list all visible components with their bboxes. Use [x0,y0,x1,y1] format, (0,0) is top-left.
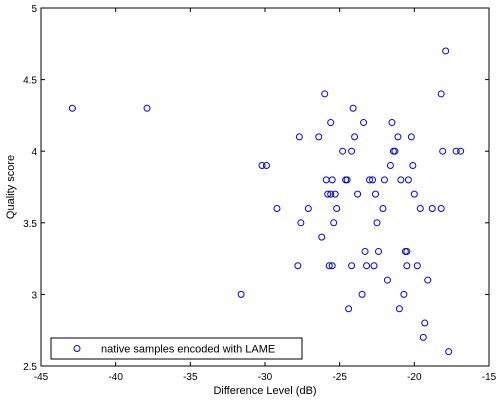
data-point [258,162,266,170]
data-point [373,219,381,227]
data-point [379,204,387,212]
data-point [437,204,445,212]
data-point [328,262,336,270]
data-point [457,147,465,155]
data-point [419,333,427,341]
data-point [363,262,371,270]
legend-box [50,337,303,360]
x-tick-label: -35 [183,372,198,383]
data-point [403,247,411,255]
y-tick-label: 5 [31,4,37,15]
data-point [445,348,453,356]
legend: native samples encoded with LAME [50,337,303,360]
data-point [383,276,391,284]
y-tick-label: 3.5 [23,219,37,230]
data-point [294,262,302,270]
data-point [354,190,362,198]
data-point [348,262,356,270]
y-tick-label: 2.5 [23,362,37,373]
data-point [315,133,323,141]
data-point [413,262,421,270]
y-tick-label: 4 [31,147,37,158]
data-point [297,219,305,227]
data-point [394,133,402,141]
data-point [442,47,450,55]
data-point [439,147,447,155]
data-point [339,147,347,155]
data-point [428,204,436,212]
data-point [333,204,341,212]
data-point [407,133,415,141]
data-point [295,133,303,141]
data-point [324,190,332,198]
data-point [388,119,396,127]
data-point [452,147,460,155]
x-tick-label: -25 [332,372,347,383]
data-point [330,219,338,227]
data-point [391,147,399,155]
data-point [424,276,432,284]
data-point [397,176,405,184]
x-tick-label: -45 [34,372,49,383]
legend-label: native samples encoded with LAME [101,344,275,356]
x-tick-label: -40 [108,372,123,383]
x-tick-label: -20 [407,372,422,383]
data-point [380,176,388,184]
x-tick-label: -30 [258,372,273,383]
data-point [343,176,351,184]
data-point [318,233,326,241]
data-point [386,162,394,170]
data-point [273,204,281,212]
data-point [403,262,411,270]
data-point [437,90,445,98]
data-point [360,119,368,127]
data-point [395,305,403,313]
data-point [349,104,357,112]
data-point [237,290,245,298]
data-point [68,104,76,112]
data-point [351,133,359,141]
data-point [304,204,312,212]
data-point [361,247,369,255]
y-axis-label: Quality score [5,155,17,219]
x-tick-label: -15 [482,372,497,383]
data-point [410,190,418,198]
legend-marker-icon [73,345,81,352]
data-point [327,119,335,127]
data-point [404,176,412,184]
data-point [372,190,380,198]
axis-ticks: -45 -40 -35 -30 -25 -20 -15 2.5 3 3.5 4 4.5 5 [23,4,497,383]
data-point [348,147,356,155]
data-point [366,176,374,184]
data-point [327,190,335,198]
data-points [68,47,465,356]
data-point [400,290,408,298]
data-point [262,162,270,170]
data-point [328,176,336,184]
data-point [421,319,429,327]
data-point [331,190,339,198]
data-point [325,262,333,270]
data-point [369,176,377,184]
x-axis-label: Difference Level (dB) [213,385,316,397]
data-point [416,204,424,212]
data-point [409,162,417,170]
data-point [370,262,378,270]
data-point [321,90,329,98]
y-tick-label: 3 [31,290,37,301]
data-point [358,290,366,298]
data-point [345,305,353,313]
data-point [143,104,151,112]
y-tick-label: 4.5 [23,76,37,87]
data-point [374,247,382,255]
